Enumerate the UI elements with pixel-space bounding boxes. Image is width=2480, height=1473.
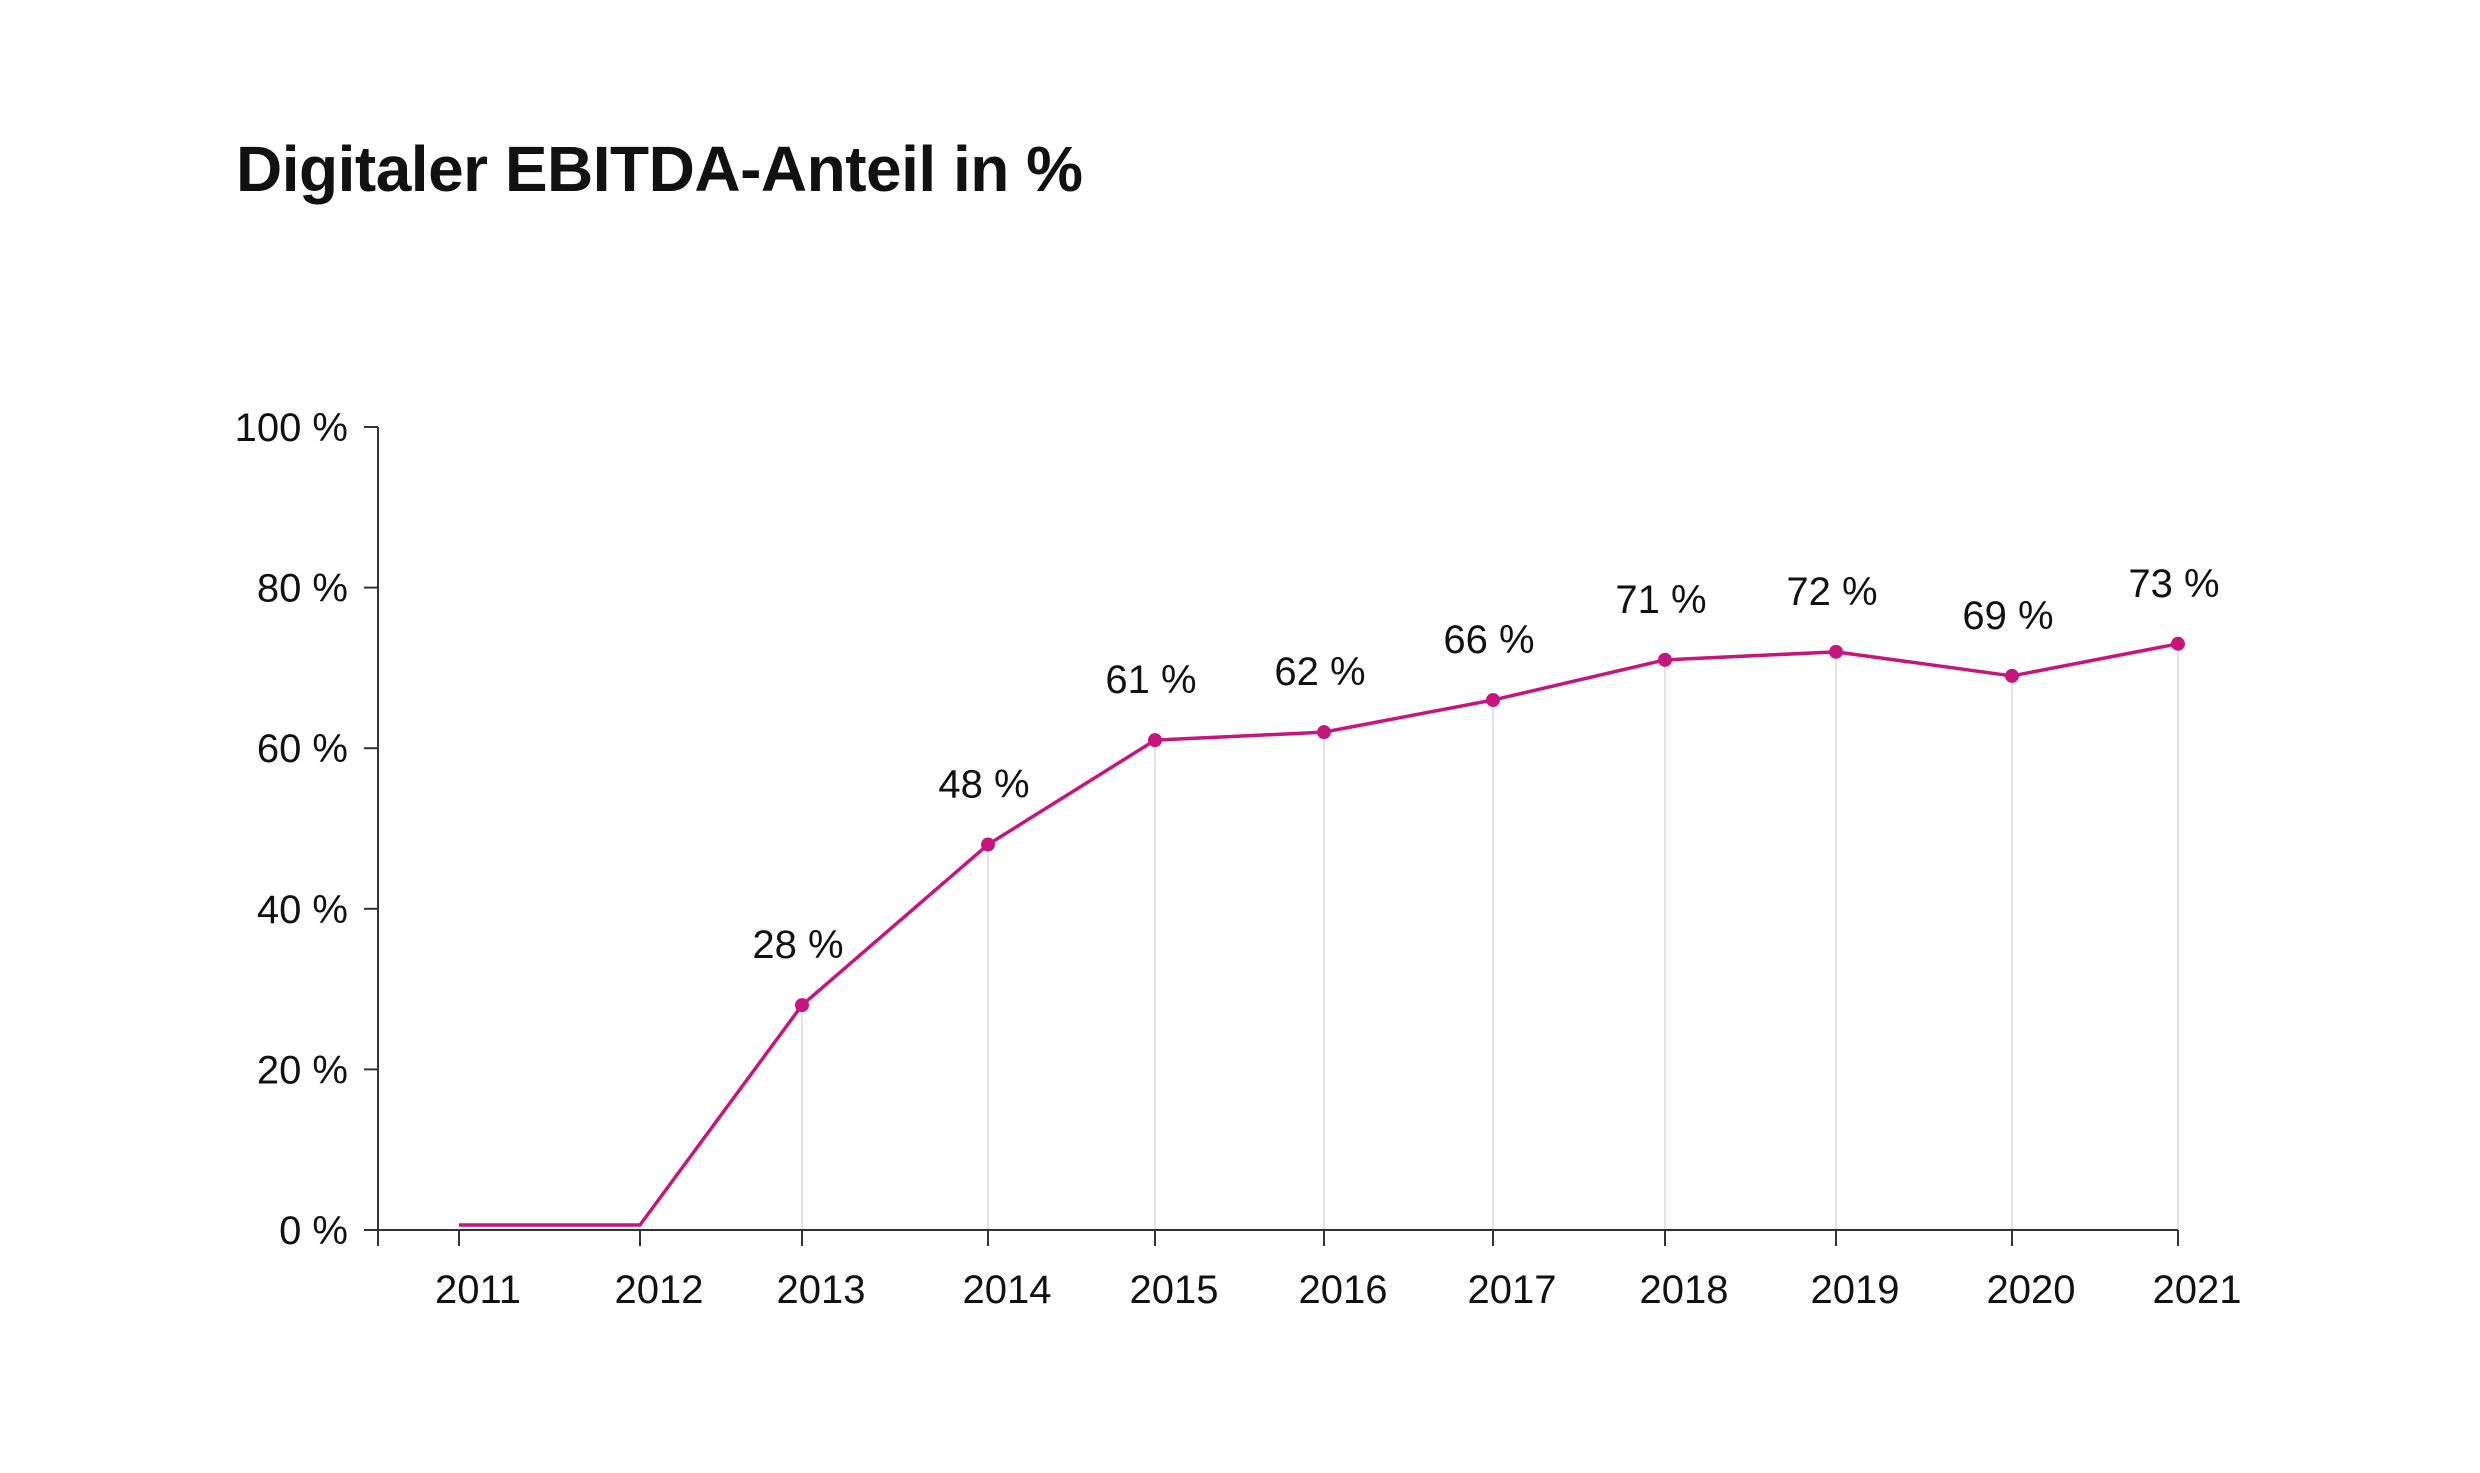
data-label-2015: 61 %: [1105, 658, 1196, 702]
x-tick-label: 2015: [1130, 1268, 1219, 1312]
x-tick-label: 2011: [435, 1268, 521, 1312]
y-tick-label: 80 %: [257, 567, 348, 611]
x-tick-label: 2017: [1468, 1268, 1557, 1312]
x-tick-label: 2012: [615, 1268, 704, 1312]
x-tick-label: 2016: [1299, 1268, 1388, 1312]
x-tick-label: 2013: [777, 1268, 866, 1312]
axes: [364, 426, 2179, 1246]
labels: 0 % 20 % 40 % 60 % 80 % 100 % 2011 2012 2013 2014…: [235, 406, 2242, 1312]
x-tick-label: 2014: [963, 1268, 1052, 1312]
data-label-2014: 48 %: [938, 763, 1029, 807]
data-point-2013: [795, 998, 809, 1013]
data-point-2017: [1486, 693, 1500, 708]
data-point-2014: [981, 837, 995, 852]
x-tick-label: 2020: [1987, 1268, 2076, 1312]
data-point-2020: [2005, 668, 2019, 683]
x-tick-label: 2019: [1811, 1268, 1900, 1312]
grid-lines: [801, 643, 2179, 1230]
data-point-2019: [1829, 644, 1843, 659]
data-label-2020: 69 %: [1962, 594, 2053, 638]
data-label-2019: 72 %: [1786, 570, 1877, 614]
chart-title: Digitaler EBITDA-Anteil in %: [236, 133, 1083, 205]
data-point-2021: [2171, 636, 2185, 651]
data-label-2017: 66 %: [1443, 618, 1534, 662]
data-point-2015: [1148, 733, 1162, 748]
y-tick-label: 100 %: [235, 406, 348, 450]
y-tick-label: 60 %: [257, 727, 348, 771]
data-label-2021: 73 %: [2128, 562, 2219, 606]
y-tick-label: 20 %: [257, 1048, 348, 1092]
data-label-2016: 62 %: [1274, 650, 1365, 694]
y-tick-label: 40 %: [257, 888, 348, 932]
data-label-2018: 71 %: [1615, 578, 1706, 622]
series: [459, 636, 2185, 1227]
x-tick-label: 2021: [2153, 1268, 2242, 1312]
data-label-2013: 28 %: [752, 923, 843, 967]
x-tick-label: 2018: [1640, 1268, 1729, 1312]
data-point-2016: [1317, 725, 1331, 740]
data-point-2018: [1658, 652, 1672, 667]
y-tick-label: 0 %: [279, 1209, 348, 1253]
